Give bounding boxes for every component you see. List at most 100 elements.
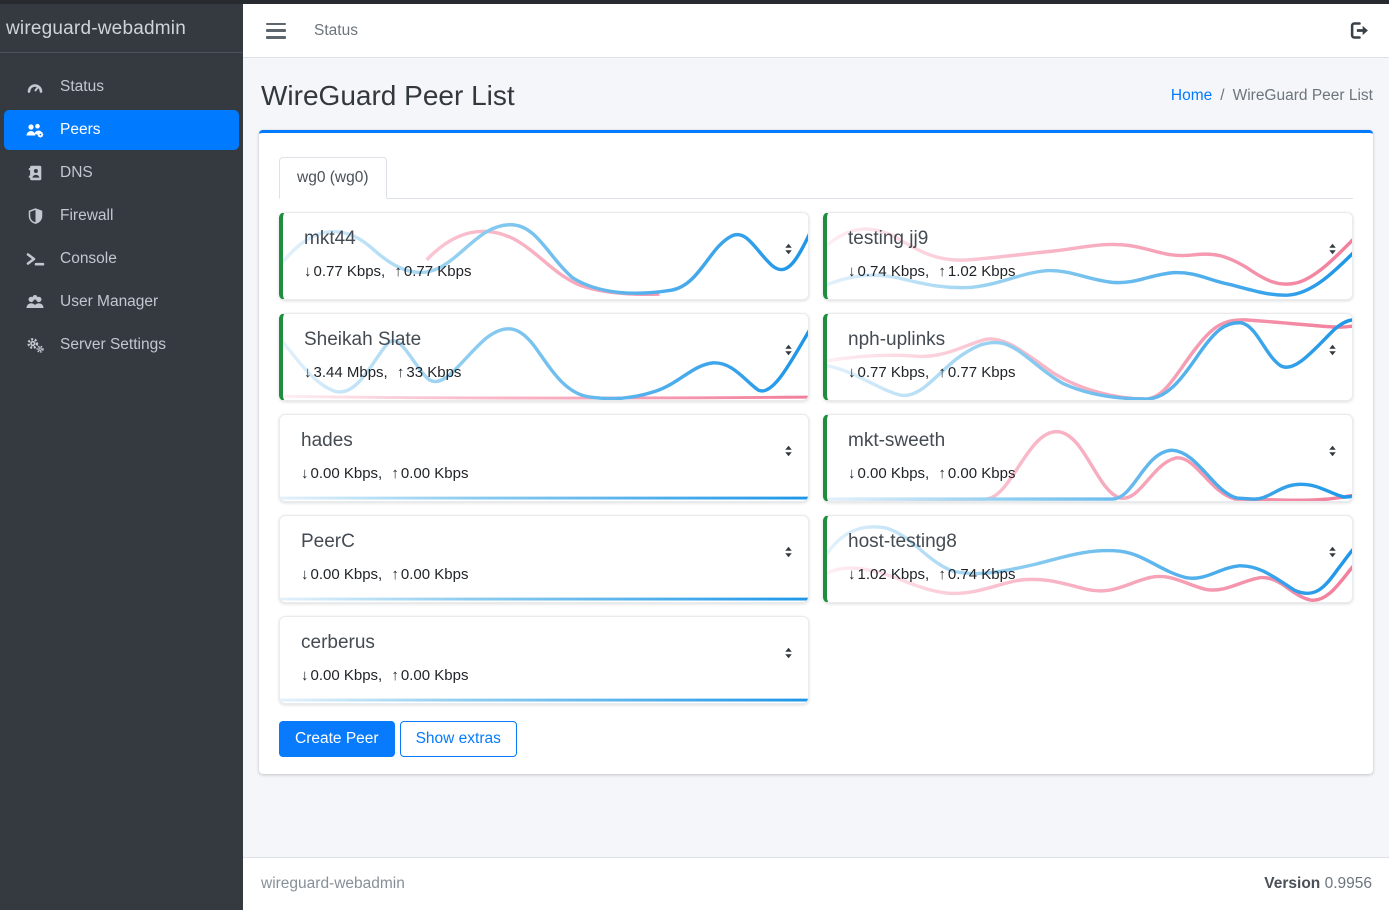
address-book-icon [24,164,46,182]
shield-icon [24,207,46,225]
traffic-sparkline [827,318,1352,400]
arrow-up-icon: ↑ [391,465,399,482]
breadcrumb-current: WireGuard Peer List [1232,87,1373,104]
peer-traffic: ↓ 0.77 Kbps, ↑ 0.77 Kbps [848,364,1015,381]
traffic-sparkline [280,496,808,500]
arrow-down-icon: ↓ [848,364,856,381]
logout-button[interactable] [1350,22,1369,39]
sort-icon[interactable] [782,644,795,667]
peer-card-mkt-sweeth[interactable]: mkt-sweeth ↓ 0.00 Kbps, ↑ 0.00 Kbps [823,414,1353,502]
navbar-status-link[interactable]: Status [314,21,358,39]
traffic-sparkline [827,429,1352,501]
peer-name: testing jj9 [848,228,929,249]
show-extras-button[interactable]: Show extras [399,721,517,757]
peer-card-testing-jj9[interactable]: testing jj9 ↓ 0.74 Kbps, ↑ 1.02 Kbps [823,212,1353,300]
download-rate: 0.77 Kbps, [313,263,386,280]
sort-icon[interactable] [1326,442,1339,465]
download-rate: 0.00 Kbps, [310,566,383,583]
arrow-down-icon: ↓ [301,667,309,684]
sidebar-item-label: Server Settings [60,336,166,353]
upload-rate: 0.00 Kbps [400,667,469,684]
sort-icon[interactable] [1326,543,1339,566]
peer-card-nph-uplinks[interactable]: nph-uplinks ↓ 0.77 Kbps, ↑ 0.77 Kbps [823,313,1353,401]
sidebar-item-peers[interactable]: Peers [4,110,239,150]
footer-version-label: Version [1264,875,1321,892]
sidebar-item-status[interactable]: Status [4,67,239,107]
peer-name: mkt-sweeth [848,430,946,451]
sidebar-item-label: DNS [60,164,93,181]
peer-card-sheikah-slate[interactable]: Sheikah Slate ↓ 3.44 Mbps, ↑ 33 Kbps [279,313,809,401]
content-area: WireGuard Peer List Home / WireGuard Pee… [243,58,1389,857]
peer-traffic: ↓ 0.00 Kbps, ↑ 0.00 Kbps [301,566,468,583]
users-icon [24,293,46,311]
traffic-sparkline [827,525,1352,602]
arrow-up-icon: ↑ [391,667,399,684]
arrow-up-icon: ↑ [938,263,946,280]
traffic-sparkline [827,227,1352,297]
download-rate: 0.00 Kbps, [310,465,383,482]
breadcrumb: Home / WireGuard Peer List [1171,87,1373,105]
create-peer-button[interactable]: Create Peer [279,721,395,757]
peer-name: mkt44 [304,228,356,249]
traffic-sparkline [280,597,808,601]
arrow-down-icon: ↓ [304,364,312,381]
sort-icon[interactable] [1326,240,1339,263]
peer-traffic: ↓ 0.00 Kbps, ↑ 0.00 Kbps [301,465,468,482]
download-rate: 0.77 Kbps, [857,364,930,381]
upload-rate: 0.74 Kbps [947,566,1016,583]
download-rate: 0.00 Kbps, [310,667,383,684]
download-rate: 1.02 Kbps, [857,566,930,583]
peer-card-host-testing8[interactable]: host-testing8 ↓ 1.02 Kbps, ↑ 0.74 Kbps [823,515,1353,603]
hamburger-menu-icon[interactable] [266,22,286,39]
peer-name: Sheikah Slate [304,329,422,350]
sidebar-item-user-manager[interactable]: User Manager [4,282,239,322]
download-rate: 3.44 Mbps, [313,364,388,381]
footer-version-value: 0.9956 [1324,875,1372,892]
arrow-down-icon: ↓ [301,566,309,583]
sort-icon[interactable] [782,442,795,465]
arrow-up-icon: ↑ [938,364,946,381]
peer-card-mkt44[interactable]: mkt44 ↓ 0.77 Kbps, ↑ 0.77 Kbps [279,212,809,300]
arrow-down-icon: ↓ [301,465,309,482]
sidebar: wireguard-webadmin Status Peers DNS Fire… [0,4,243,910]
sidebar-nav: Status Peers DNS Firewall Console [0,53,243,365]
tab-wg0[interactable]: wg0 (wg0) [279,157,387,199]
arrow-down-icon: ↓ [848,263,856,280]
breadcrumb-home-link[interactable]: Home [1170,87,1213,104]
peer-card-hades[interactable]: hades ↓ 0.00 Kbps, ↑ 0.00 Kbps [279,414,809,502]
breadcrumb-separator: / [1220,87,1225,104]
upload-rate: 0.00 Kbps [947,465,1016,482]
sidebar-item-firewall[interactable]: Firewall [4,196,239,236]
arrow-up-icon: ↑ [938,465,946,482]
sort-icon[interactable] [782,341,795,364]
interface-tabs: wg0 (wg0) [279,157,1353,199]
download-rate: 0.00 Kbps, [857,465,930,482]
peer-name: host-testing8 [848,531,957,552]
sidebar-item-label: User Manager [60,293,159,310]
peer-traffic: ↓ 0.00 Kbps, ↑ 0.00 Kbps [301,667,468,684]
sign-out-icon [1350,22,1368,39]
sidebar-item-label: Peers [60,121,101,138]
sort-icon[interactable] [782,543,795,566]
brand-link[interactable]: wireguard-webadmin [0,4,243,53]
sidebar-item-dns[interactable]: DNS [4,153,239,193]
peer-name: nph-uplinks [848,329,946,350]
peer-traffic: ↓ 3.44 Mbps, ↑ 33 Kbps [304,364,461,381]
peer-card-cerberus[interactable]: cerberus ↓ 0.00 Kbps, ↑ 0.00 Kbps [279,616,809,704]
gauge-icon [24,78,46,96]
peer-card-peerc[interactable]: PeerC ↓ 0.00 Kbps, ↑ 0.00 Kbps [279,515,809,603]
terminal-icon [24,250,46,268]
traffic-sparkline [280,698,808,702]
sort-icon[interactable] [782,240,795,263]
peer-traffic: ↓ 0.74 Kbps, ↑ 1.02 Kbps [848,263,1015,280]
arrow-down-icon: ↓ [304,263,312,280]
peer-traffic: ↓ 0.00 Kbps, ↑ 0.00 Kbps [848,465,1015,482]
sidebar-item-console[interactable]: Console [4,239,239,279]
content-header: WireGuard Peer List Home / WireGuard Pee… [243,58,1389,130]
upload-rate: 1.02 Kbps [947,263,1016,280]
sort-icon[interactable] [1326,341,1339,364]
sidebar-item-server-settings[interactable]: Server Settings [4,325,239,365]
upload-rate: 0.77 Kbps [947,364,1016,381]
footer-app-name: wireguard-webadmin [261,875,405,892]
peer-actions: Create Peer Show extras [279,721,1353,757]
